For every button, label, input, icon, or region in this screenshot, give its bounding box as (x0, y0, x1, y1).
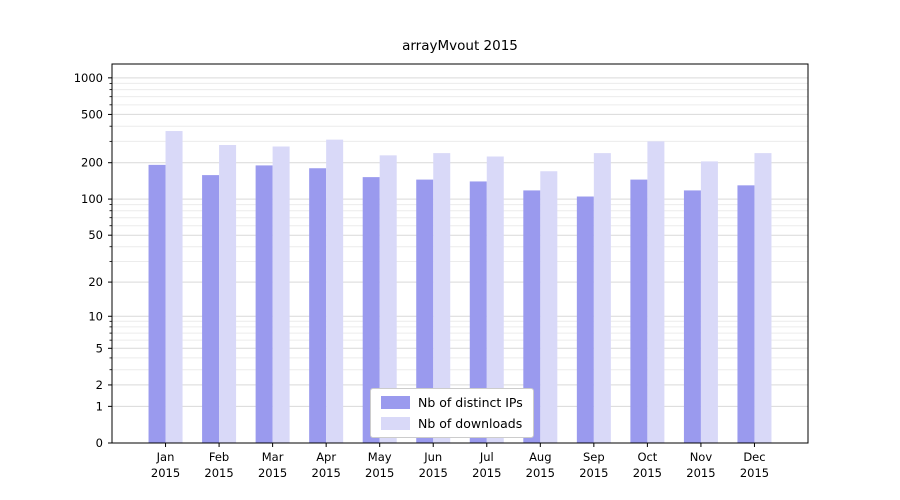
bar-distinct-ips (576, 196, 594, 443)
bar-downloads (486, 156, 504, 443)
x-tick-label-month: Sep (583, 450, 605, 464)
x-tick-label-year: 2015 (633, 466, 662, 480)
y-tick-label: 100 (81, 192, 103, 206)
bar-distinct-ips (683, 190, 701, 443)
y-tick-label: 20 (88, 275, 103, 289)
x-tick-label-month: Apr (316, 450, 336, 464)
legend-swatch-distinct-ips (381, 396, 410, 409)
bar-downloads (379, 155, 397, 443)
bar-distinct-ips (362, 177, 380, 443)
x-tick-label-month: Jul (479, 450, 494, 464)
x-tick-label-year: 2015 (579, 466, 608, 480)
x-tick-label-year: 2015 (151, 466, 180, 480)
y-tick-label: 0 (96, 436, 103, 450)
x-tick-label-month: Jan (156, 450, 175, 464)
bar-downloads (219, 144, 237, 444)
x-tick-label-month: Mar (262, 450, 284, 464)
bar-distinct-ips (469, 181, 487, 443)
x-tick-label-year: 2015 (312, 466, 341, 480)
y-tick-label: 2 (96, 378, 103, 392)
bar-distinct-ips (416, 179, 434, 443)
bar-downloads (272, 146, 290, 443)
x-tick-label-month: Oct (637, 450, 657, 464)
bar-distinct-ips (255, 165, 273, 444)
bar-distinct-ips (202, 175, 220, 443)
bar-downloads (165, 131, 183, 443)
x-tick-label-year: 2015 (204, 466, 233, 480)
x-tick-label-year: 2015 (258, 466, 287, 480)
chart-title: arrayMvout 2015 (402, 38, 518, 54)
y-tick-label: 50 (88, 228, 103, 242)
legend: Nb of distinct IPs Nb of downloads (370, 388, 534, 438)
x-tick-label-year: 2015 (365, 466, 394, 480)
x-tick-label-year: 2015 (526, 466, 555, 480)
bar-downloads (754, 153, 772, 443)
bar-downloads (593, 153, 611, 443)
legend-item-distinct-ips: Nb of distinct IPs (381, 395, 523, 410)
y-tick-label: 5 (96, 341, 103, 355)
x-tick-label-month: Dec (743, 450, 765, 464)
x-tick-label-year: 2015 (686, 466, 715, 480)
bar-distinct-ips (523, 190, 541, 443)
bar-downloads (540, 171, 558, 443)
y-tick-label: 10 (88, 309, 103, 323)
x-tick-label-month: Nov (690, 450, 713, 464)
plot-border (111, 63, 809, 444)
x-tick-label-month: Feb (209, 450, 229, 464)
bar-distinct-ips (630, 179, 648, 443)
y-tick-label: 1000 (74, 71, 103, 85)
bar-downloads (326, 139, 344, 444)
bar-distinct-ips (737, 185, 755, 443)
legend-label-distinct-ips: Nb of distinct IPs (418, 395, 523, 410)
bar-downloads (647, 141, 665, 443)
bar-distinct-ips (148, 164, 166, 443)
legend-swatch-downloads (381, 417, 410, 430)
legend-label-downloads: Nb of downloads (418, 416, 523, 431)
y-tick-label: 200 (81, 156, 103, 170)
y-tick-label: 1 (96, 399, 103, 413)
x-tick-label-month: Aug (529, 450, 551, 464)
bar-distinct-ips (309, 168, 327, 444)
bar-downloads (700, 161, 718, 443)
x-tick-label-year: 2015 (740, 466, 769, 480)
x-tick-label-year: 2015 (419, 466, 448, 480)
x-tick-label-month: Jun (423, 450, 442, 464)
bar-downloads (433, 153, 451, 443)
x-tick-label-year: 2015 (472, 466, 501, 480)
y-tick-label: 500 (81, 107, 103, 121)
x-tick-label-month: May (368, 450, 392, 464)
legend-item-downloads: Nb of downloads (381, 416, 523, 431)
